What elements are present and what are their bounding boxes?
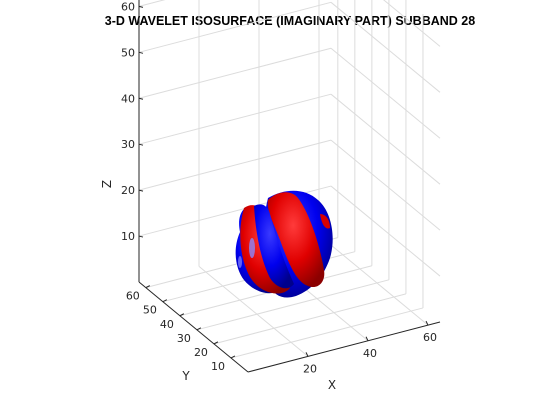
y-tick-label: 50 — [143, 304, 157, 317]
grid-line — [330, 139, 441, 231]
z-tick-label: 30 — [121, 138, 135, 151]
grid-line — [230, 307, 424, 359]
grid-line — [330, 185, 441, 277]
grid-line — [138, 139, 332, 191]
grid-line — [330, 1, 441, 93]
grid-line — [138, 0, 166, 7]
x-tick-label: 60 — [423, 331, 437, 344]
x-axis-line — [247, 321, 441, 373]
grid-line — [318, 234, 429, 326]
y-tick-mark — [213, 341, 219, 345]
y-axis-label: Y — [181, 369, 190, 383]
grid-line — [138, 1, 332, 53]
y-tick-label: 40 — [160, 318, 174, 331]
y-tick-label: 20 — [194, 346, 208, 359]
x-tick-label: 20 — [303, 362, 317, 375]
y-axis-line — [138, 281, 249, 373]
x-axis-label: X — [328, 378, 336, 392]
z-axis-label: Z — [100, 180, 114, 188]
grid-line — [330, 93, 441, 185]
chart-title: 3-D WAVELET ISOSURFACE (IMAGINARY PART) … — [105, 14, 475, 28]
z-tick-label: 40 — [121, 92, 135, 105]
y-tick-label: 30 — [177, 332, 191, 345]
isosurface-plot — [235, 190, 333, 298]
red-patch-right — [320, 214, 330, 229]
x-tick-mark — [425, 320, 429, 326]
y-tick-label: 60 — [126, 290, 140, 303]
y-tick-mark — [196, 327, 202, 331]
grid-line — [213, 293, 407, 345]
highlight-spot — [249, 238, 255, 258]
y-tick-mark — [179, 313, 185, 317]
x-tick-mark — [305, 352, 309, 357]
highlight-spot — [238, 256, 242, 268]
grid-layer — [138, 0, 441, 359]
z-tick-label: 10 — [121, 230, 135, 243]
y-tick-label: 10 — [211, 360, 225, 373]
z-tick-label: 20 — [121, 184, 135, 197]
z-tick-mark — [138, 97, 144, 100]
grid-line — [383, 0, 441, 47]
red-band-right — [267, 192, 325, 288]
y-tick-mark — [145, 285, 151, 289]
z-tick-mark — [138, 189, 144, 192]
z-tick-label: 50 — [121, 46, 135, 59]
z-tick-mark — [138, 143, 144, 146]
grid-line — [138, 47, 332, 99]
grid-line — [138, 93, 332, 145]
grid-line — [330, 47, 441, 139]
z-tick-label: 60 — [121, 0, 135, 13]
blue-band-middle — [254, 204, 294, 289]
z-tick-mark — [138, 51, 144, 54]
y-tick-mark — [230, 355, 236, 359]
x-tick-mark — [365, 336, 369, 341]
z-tick-mark — [138, 5, 144, 8]
x-tick-label: 40 — [363, 347, 377, 360]
y-tick-mark — [162, 299, 168, 303]
z-tick-mark — [138, 235, 144, 238]
grid-line — [198, 265, 309, 357]
grid-line — [196, 279, 390, 331]
